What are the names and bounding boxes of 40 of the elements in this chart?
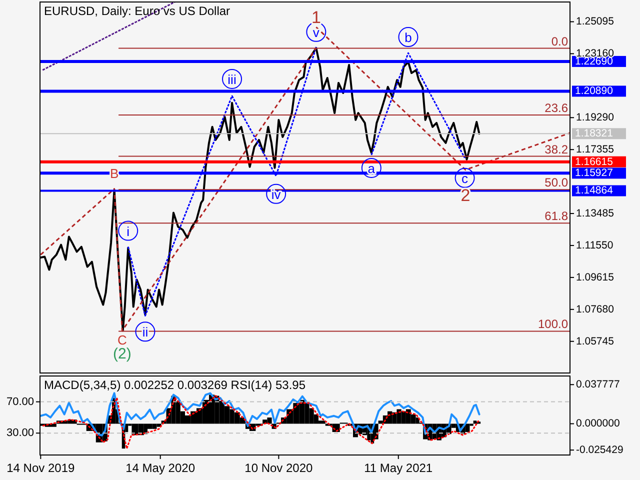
y-tick-label: 1.09615 [576,271,614,284]
y-tick-label: 1.07680 [576,303,614,316]
x-tick-label: 14 Nov 2019 [6,461,76,475]
annotation: iii [228,71,236,86]
y2-tick-label: 30.00 [6,427,34,440]
series-label: 61.8 [544,209,568,224]
y-tick-label: 0.000000 [576,418,620,430]
series-label: 0.0 [551,34,568,48]
series-label: 38.2 [544,142,568,156]
line-series [40,392,480,436]
series-label: 100.0 [538,317,568,332]
chart-title: MACD(5,34,5) 0.002252 0.003269 RSI(14) 53.95 [44,378,306,392]
y2-tick-label: 70.00 [6,396,34,408]
y-tick-label: 1.11550 [576,239,614,252]
annotation: 1 [311,8,321,27]
chart-title: EURUSD, Daily: Euro vs US Dollar [44,4,230,18]
annotation: c [462,170,469,186]
x-tick-label: 14 May 2020 [126,461,196,475]
y-tick-label: 1.05745 [576,335,614,348]
x-tick-label: 10 Nov 2020 [244,461,314,475]
y-tick-label: 1.13485 [576,208,614,220]
x-tick-label: 11 May 2021 [364,461,433,475]
annotation: v [312,24,320,40]
series-label: 23.6 [544,100,568,115]
annotation: i [126,223,130,238]
ref-line-label: 1.14864 [575,184,614,197]
annotation: C [118,332,127,348]
annotation: b [404,30,412,45]
ref-line-label: 1.20890 [575,85,614,98]
ref-line-label: 1.16615 [575,156,614,168]
annotation: (2) [113,345,132,362]
ref-line-label: 1.18321 [575,128,614,140]
y-tick-label: -0.025429 [576,444,624,456]
y-tick-label: 1.17355 [576,144,614,156]
series-label: 50.0 [544,176,568,190]
y-tick-label: 1.25095 [576,16,614,28]
ref-line-label: 1.15927 [575,167,614,180]
line-series [42,395,480,450]
y-tick-label: 1.19290 [576,112,614,124]
y-tick-label: 0.037777 [576,378,620,391]
